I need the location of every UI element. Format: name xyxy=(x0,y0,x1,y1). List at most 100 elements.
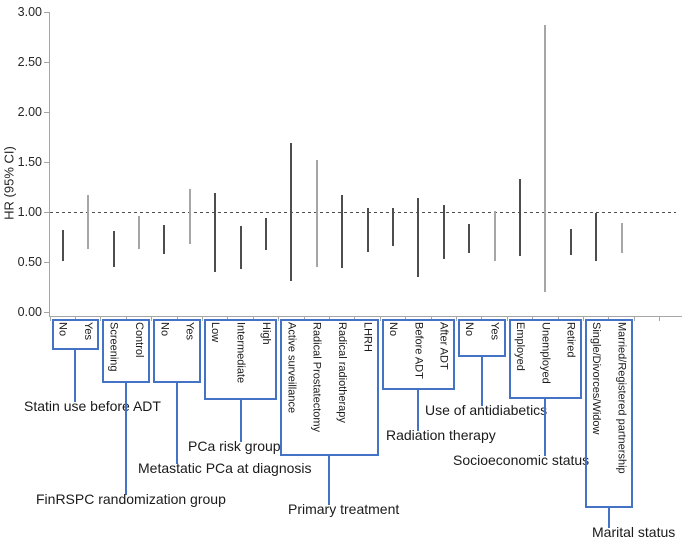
x-tick xyxy=(49,315,51,321)
ci-bar xyxy=(137,216,140,249)
ci-bar xyxy=(61,230,64,261)
category-label: Yes xyxy=(488,322,501,340)
category-label: Before ADT xyxy=(412,322,425,379)
leader-line xyxy=(480,357,483,406)
ci-bar xyxy=(391,208,394,246)
y-tick-label: 1.50 xyxy=(17,155,42,169)
ci-bar xyxy=(214,193,217,272)
category-label: Intermediate xyxy=(234,322,247,384)
category-group-box xyxy=(508,319,582,399)
x-tick xyxy=(481,315,483,321)
ci-bar xyxy=(544,25,547,292)
y-tick-label: 1.00 xyxy=(17,205,42,219)
y-tick xyxy=(44,111,50,113)
y-tick xyxy=(44,11,50,13)
category-label: No xyxy=(386,322,399,337)
category-group-box xyxy=(203,319,278,400)
ci-bar xyxy=(87,195,90,249)
x-axis-line xyxy=(50,315,682,317)
x-tick xyxy=(659,315,661,321)
category-label: No xyxy=(158,322,171,337)
x-tick xyxy=(532,315,534,321)
ci-bar xyxy=(518,179,521,256)
y-axis-line xyxy=(49,12,50,317)
x-tick xyxy=(379,315,381,321)
category-label: LHRH xyxy=(361,322,374,352)
category-group-box xyxy=(102,319,151,383)
category-group-box xyxy=(381,319,455,390)
leader-line xyxy=(417,390,420,431)
group-label: Socioeconomic status xyxy=(453,452,590,468)
x-tick xyxy=(582,315,584,321)
y-tick xyxy=(44,61,50,63)
leader-line xyxy=(125,383,128,495)
group-label: Use of antidiabetics xyxy=(425,402,548,418)
category-label: Yes xyxy=(183,322,196,340)
x-tick xyxy=(151,315,153,321)
ci-bar xyxy=(417,198,420,277)
category-label: Screening xyxy=(107,322,120,372)
category-group-box xyxy=(153,319,201,383)
reference-line xyxy=(50,211,676,213)
group-label: Marital status xyxy=(592,524,676,540)
ci-bar xyxy=(569,229,572,255)
category-group-box xyxy=(51,319,100,350)
category-label: No xyxy=(463,322,476,337)
x-tick xyxy=(303,315,305,321)
x-tick xyxy=(176,315,178,321)
x-tick xyxy=(557,315,559,321)
ci-bar xyxy=(595,213,598,261)
category-group-box xyxy=(280,319,379,456)
ci-bar xyxy=(366,208,369,252)
group-label: Primary treatment xyxy=(288,501,400,517)
x-tick xyxy=(278,315,280,321)
category-label: Control xyxy=(132,322,145,358)
x-tick xyxy=(354,315,356,321)
x-tick xyxy=(506,315,508,321)
group-label: Statin use before ADT xyxy=(24,398,161,414)
ci-bar xyxy=(112,231,115,267)
ci-bar xyxy=(239,226,242,269)
x-tick xyxy=(430,315,432,321)
category-label: After ADT xyxy=(437,322,450,370)
x-tick xyxy=(201,315,203,321)
y-tick xyxy=(44,161,50,163)
ci-bar xyxy=(290,143,293,281)
category-label: No xyxy=(56,322,69,337)
y-tick xyxy=(44,211,50,213)
category-label: High xyxy=(259,322,272,345)
ci-bar xyxy=(493,211,496,261)
category-label: Radical Prostatectomy xyxy=(310,322,323,433)
x-tick xyxy=(125,315,127,321)
ci-bar xyxy=(620,223,623,253)
y-tick xyxy=(44,311,50,313)
y-tick xyxy=(44,261,50,263)
category-label: Yes xyxy=(82,322,95,340)
group-label: Radiation therapy xyxy=(386,427,496,443)
x-tick xyxy=(633,315,635,321)
ci-bar xyxy=(315,160,318,267)
category-label: Retired xyxy=(564,322,577,358)
x-tick xyxy=(328,315,330,321)
category-label: Low xyxy=(209,322,222,343)
x-tick xyxy=(227,315,229,321)
y-tick-label: 0.50 xyxy=(17,255,42,269)
leader-line xyxy=(239,400,242,442)
category-label: Active surveillance xyxy=(285,322,298,414)
group-label: Metastatic PCa at diagnosis xyxy=(138,460,312,476)
leader-line xyxy=(74,350,77,402)
category-label: Single/Divorces/Widow xyxy=(590,322,603,435)
category-group-box xyxy=(584,319,633,508)
y-tick-label: 2.50 xyxy=(17,55,42,69)
group-label: FinRSPC randomization group xyxy=(36,491,226,507)
x-tick xyxy=(455,315,457,321)
leader-line xyxy=(544,399,547,456)
ci-bar xyxy=(341,195,344,268)
x-tick xyxy=(405,315,407,321)
group-label: PCa risk group xyxy=(188,438,281,454)
y-tick-label: 0.00 xyxy=(17,305,42,319)
x-tick xyxy=(608,315,610,321)
x-tick xyxy=(100,315,102,321)
category-group-box xyxy=(457,319,506,357)
